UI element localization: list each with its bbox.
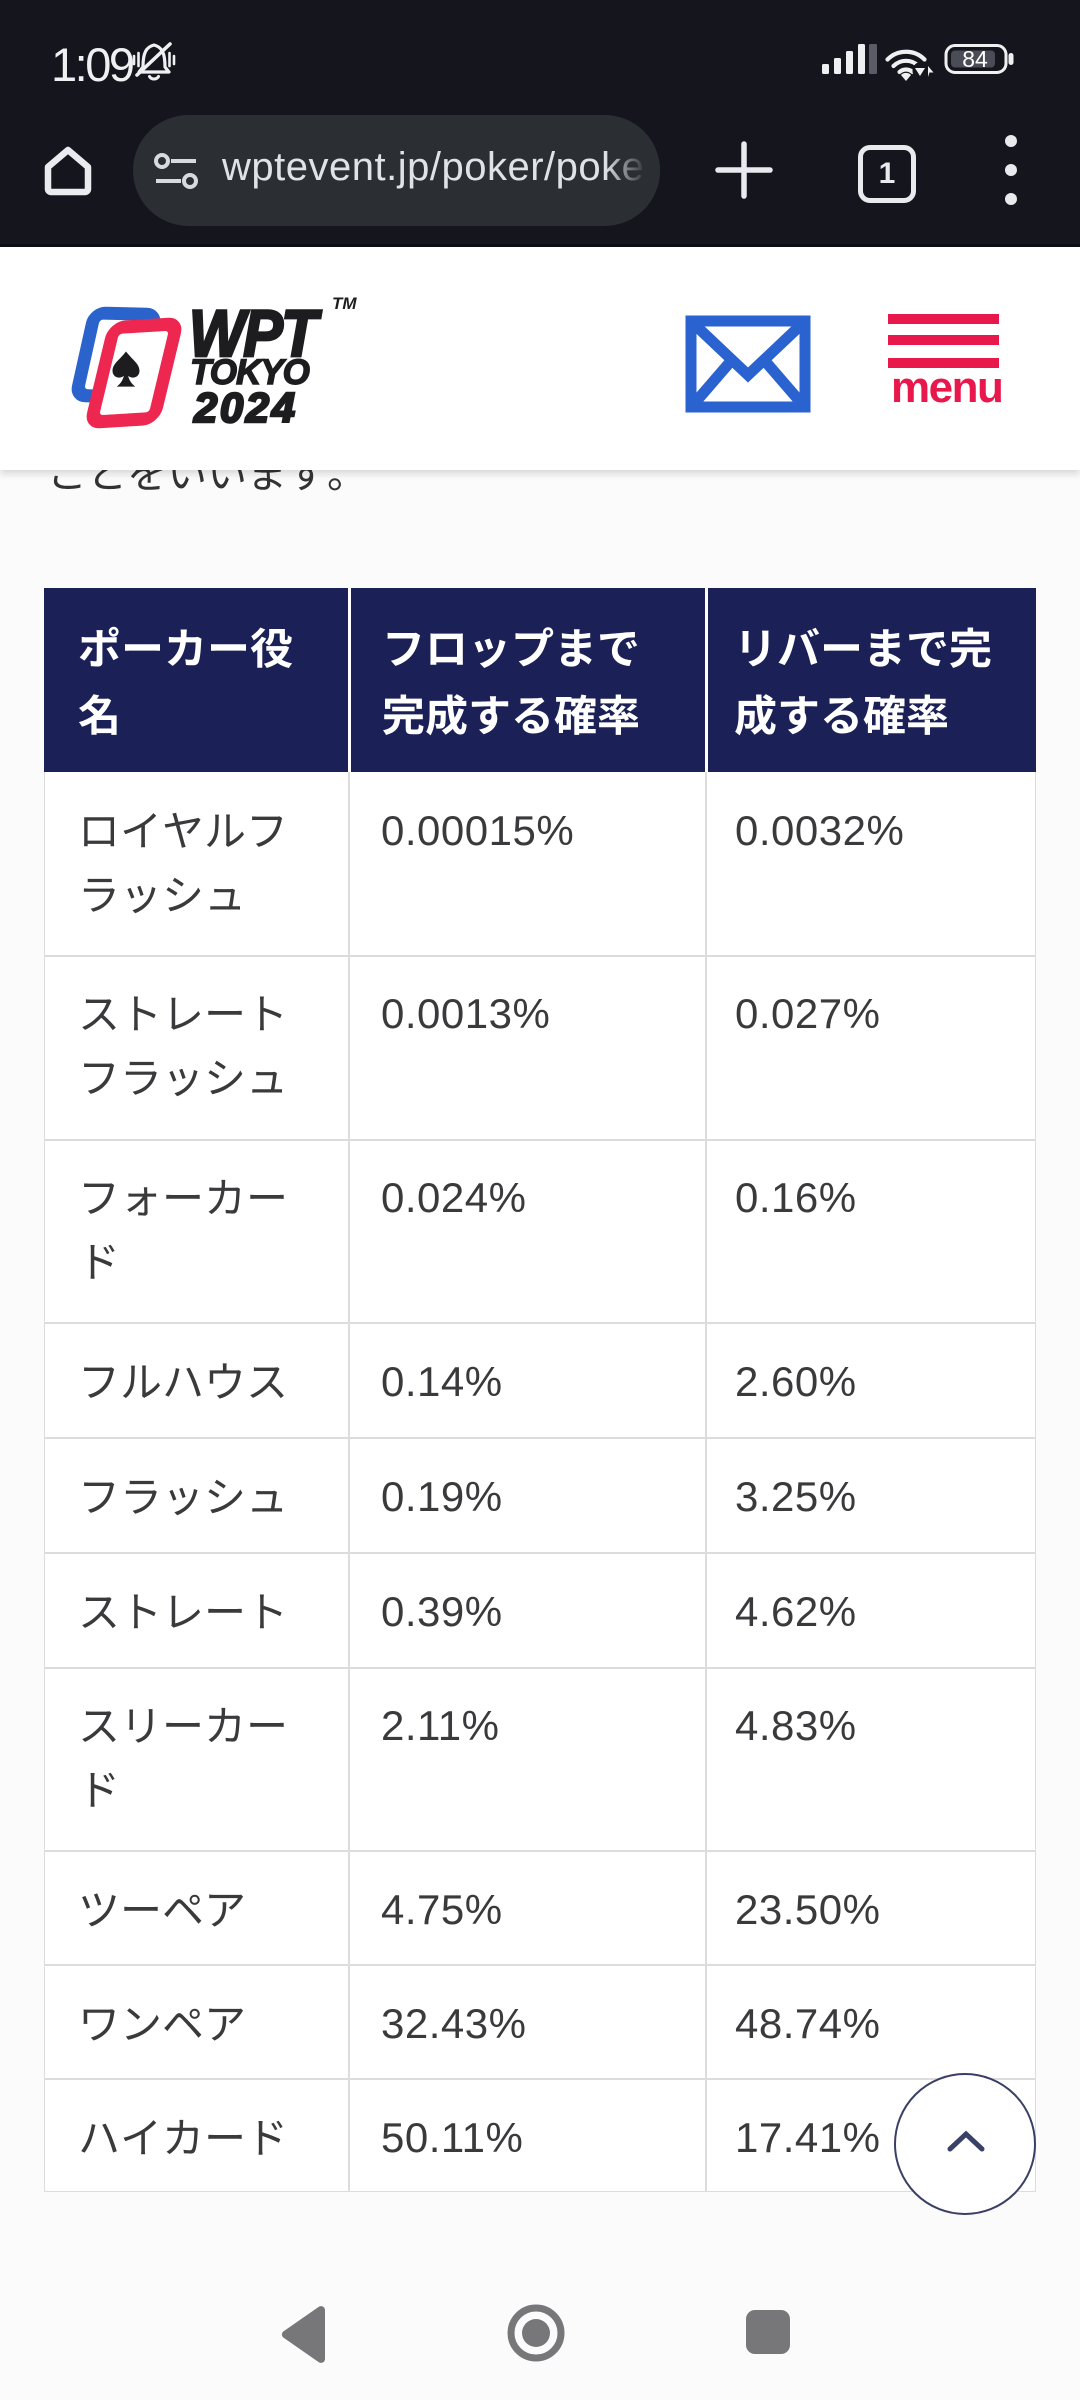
- svg-text:84: 84: [962, 46, 988, 72]
